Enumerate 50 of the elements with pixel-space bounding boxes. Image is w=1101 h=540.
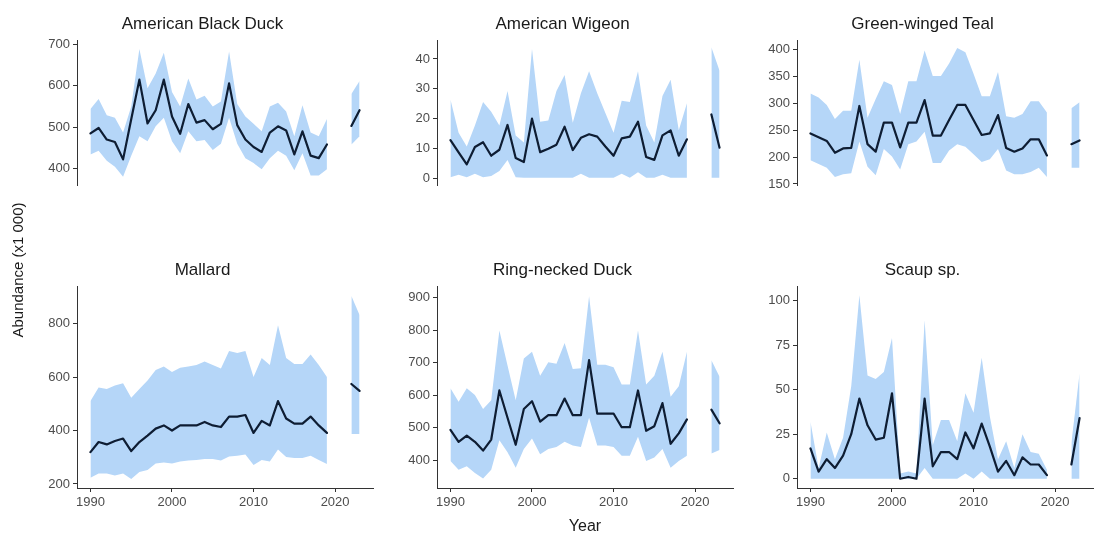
y-tick-label: 200 bbox=[48, 475, 70, 491]
y-tick-label: 40 bbox=[415, 50, 430, 66]
y-tick-label: 500 bbox=[48, 118, 70, 134]
y-tick-label: 25 bbox=[775, 425, 790, 441]
x-tick-label: 2000 bbox=[157, 494, 187, 510]
y-tick-label: 100 bbox=[768, 292, 790, 308]
y-tick-label: 500 bbox=[408, 419, 430, 435]
y-axis-title: Abundance (x1 000) bbox=[9, 202, 27, 338]
y-tick-label: 400 bbox=[408, 451, 430, 467]
chart-title: American Black Duck bbox=[121, 13, 284, 33]
x-tick-label: 2020 bbox=[320, 494, 350, 510]
x-tick-label: 1990 bbox=[75, 494, 105, 510]
y-tick-label: 150 bbox=[768, 175, 790, 191]
chart-title: Mallard bbox=[174, 259, 231, 279]
x-axis-title: Year bbox=[568, 516, 602, 534]
chart-title: American Wigeon bbox=[495, 13, 630, 33]
y-tick-label: 800 bbox=[408, 321, 430, 337]
y-tick-label: 400 bbox=[768, 41, 790, 57]
y-tick-label: 0 bbox=[782, 470, 790, 486]
y-tick-label: 250 bbox=[768, 121, 790, 137]
y-tick-label: 300 bbox=[768, 94, 790, 110]
x-tick-label: 2020 bbox=[680, 494, 710, 510]
x-tick-label: 2000 bbox=[517, 494, 547, 510]
x-tick-label: 2000 bbox=[877, 494, 907, 510]
y-tick-label: 600 bbox=[408, 386, 430, 402]
y-tick-label: 800 bbox=[48, 315, 70, 331]
y-tick-label: 600 bbox=[48, 77, 70, 93]
chart-title: Scaup sp. bbox=[884, 259, 961, 279]
y-tick-label: 200 bbox=[768, 148, 790, 164]
y-tick-label: 600 bbox=[48, 368, 70, 384]
chart-title: Ring-necked Duck bbox=[493, 259, 633, 279]
y-tick-label: 400 bbox=[48, 160, 70, 176]
y-tick-label: 350 bbox=[768, 67, 790, 83]
y-tick-label: 50 bbox=[775, 381, 790, 397]
y-tick-label: 0 bbox=[422, 170, 430, 186]
y-tick-label: 400 bbox=[48, 422, 70, 438]
x-tick-label: 2010 bbox=[599, 494, 628, 510]
y-tick-label: 30 bbox=[415, 80, 430, 96]
x-tick-label: 2010 bbox=[239, 494, 268, 510]
x-tick-label: 1990 bbox=[435, 494, 465, 510]
x-tick-label: 2010 bbox=[959, 494, 988, 510]
y-tick-label: 20 bbox=[415, 110, 430, 126]
chart-title: Green-winged Teal bbox=[851, 13, 994, 33]
y-tick-label: 10 bbox=[415, 140, 430, 156]
x-tick-label: 1990 bbox=[795, 494, 825, 510]
x-tick-label: 2020 bbox=[1040, 494, 1070, 510]
y-tick-label: 700 bbox=[408, 354, 430, 370]
y-tick-label: 900 bbox=[408, 289, 430, 305]
y-tick-label: 700 bbox=[48, 36, 70, 52]
y-tick-label: 75 bbox=[775, 336, 790, 352]
